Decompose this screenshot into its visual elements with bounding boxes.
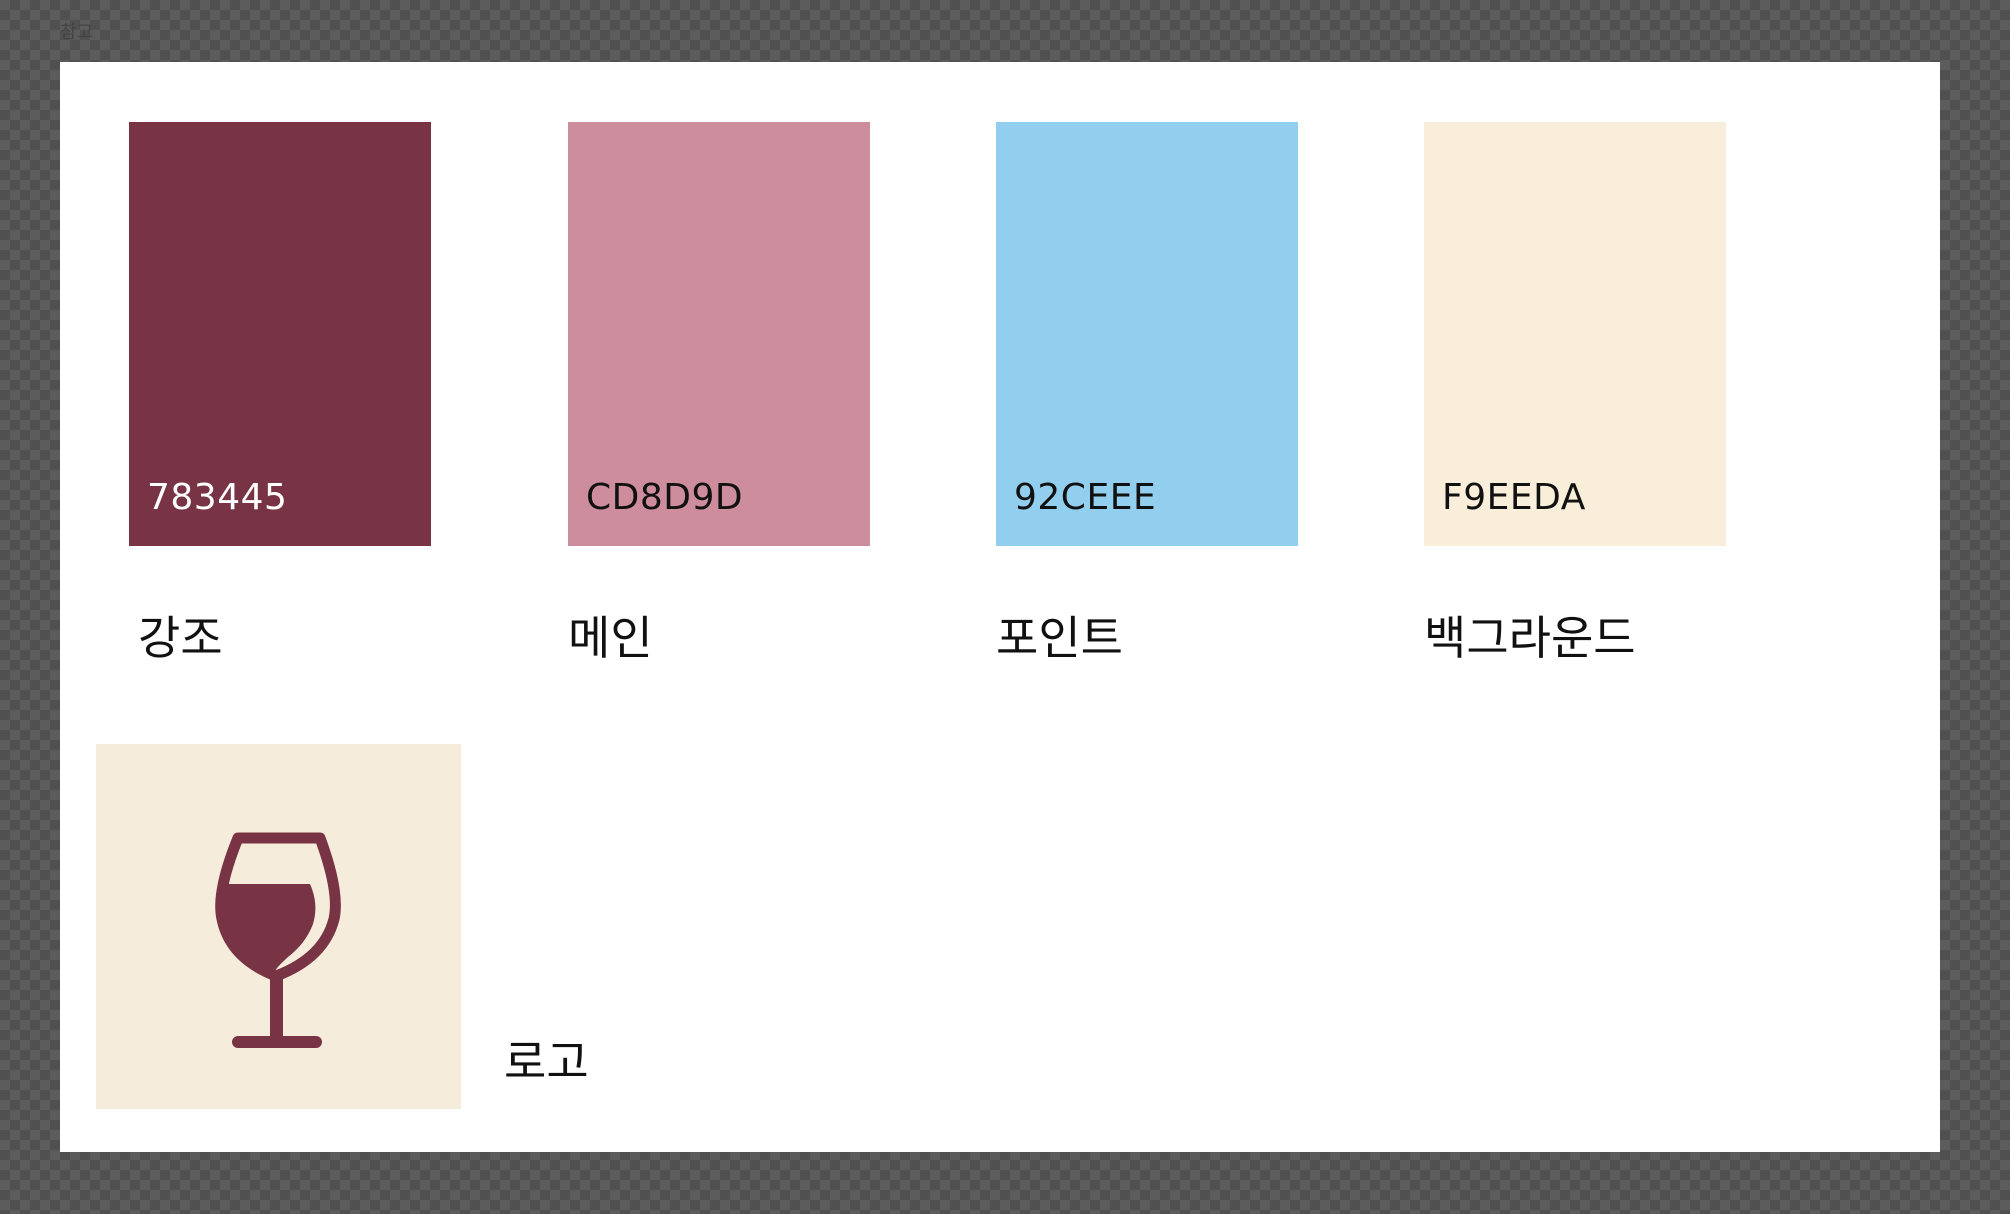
swatch-main[interactable]: CD8D9D xyxy=(568,122,870,546)
swatch-name: 강조 xyxy=(138,611,223,665)
color-palette-frame: 783445 강조 CD8D9D 메인 92CEEE 포인트 F9EEDA 백그… xyxy=(60,62,1940,1152)
swatch-background[interactable]: F9EEDA xyxy=(1424,122,1726,546)
swatch-name: 포인트 xyxy=(996,611,1123,665)
swatch-hex: F9EEDA xyxy=(1442,477,1586,518)
swatch-hex: 783445 xyxy=(147,477,288,518)
swatch-name: 백그라운드 xyxy=(1424,611,1636,665)
swatch-hex: CD8D9D xyxy=(586,477,744,518)
wine-glass-icon xyxy=(215,832,341,1048)
logo-label: 로고 xyxy=(504,1035,589,1089)
frame-label: 참고 xyxy=(60,22,94,43)
swatch-point[interactable]: 92CEEE xyxy=(996,122,1298,546)
swatch-name: 메인 xyxy=(568,611,653,665)
swatch-accent[interactable]: 783445 xyxy=(129,122,431,546)
swatch-hex: 92CEEE xyxy=(1014,477,1157,518)
logo-tile[interactable] xyxy=(96,744,461,1109)
